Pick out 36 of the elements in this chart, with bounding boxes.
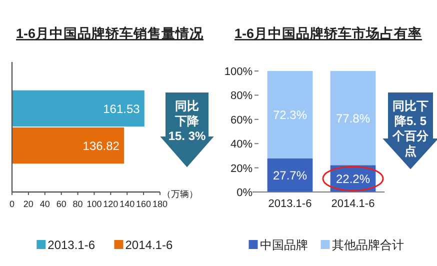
data-label: 72.3% <box>272 108 308 122</box>
x-tick-label: 160 <box>136 199 152 209</box>
bar <box>267 158 313 192</box>
data-label: 136.82 <box>82 139 120 154</box>
chart-title: 1-6月中国品牌轿车市场占有率 <box>234 25 422 41</box>
x-axis-title: （万辆） <box>162 189 198 199</box>
data-label: 22.2% <box>336 172 370 186</box>
x-tick-label: 2014.1-6 <box>331 198 375 210</box>
text: 同比下降5. 5个百分点 <box>392 99 430 158</box>
y-tick-label: 80% <box>230 90 253 102</box>
x-tick-label: 20 <box>23 199 34 209</box>
x-tick-label: 80 <box>72 199 83 209</box>
x-tick-label: 0 <box>9 199 15 209</box>
x-tick-label: 180 <box>152 199 168 209</box>
x-tick-label: 2013.1-6 <box>268 198 312 210</box>
legend-label: 2014.1-6 <box>125 238 173 252</box>
legend-label: 其他品牌合计 <box>332 238 404 252</box>
data-label: 161.53 <box>103 102 140 116</box>
y-tick-label: 60% <box>230 114 253 126</box>
y-tick-label: 0% <box>236 187 253 199</box>
legend-label: 2013.1-6 <box>48 238 96 252</box>
x-tick-label: 60 <box>56 199 66 209</box>
y-tick-label: 20% <box>230 162 253 175</box>
legend-label: 中国品牌 <box>260 238 308 252</box>
chart-title: 1-6月中国品牌轿车销售量情况 <box>16 25 205 41</box>
bar <box>330 71 376 166</box>
y-tick-label: 100% <box>224 66 253 78</box>
data-label: 27.7% <box>272 168 308 183</box>
x-tick-label: 140 <box>120 199 135 209</box>
x-tick-label: 40 <box>40 199 50 209</box>
x-tick-label: 120 <box>103 199 118 209</box>
text: 同比下降15. 3% <box>168 99 206 143</box>
bar <box>267 71 313 158</box>
y-tick-label: 40% <box>230 138 253 151</box>
data-label: 77.8% <box>336 112 370 126</box>
x-tick-label: 100 <box>86 199 102 209</box>
